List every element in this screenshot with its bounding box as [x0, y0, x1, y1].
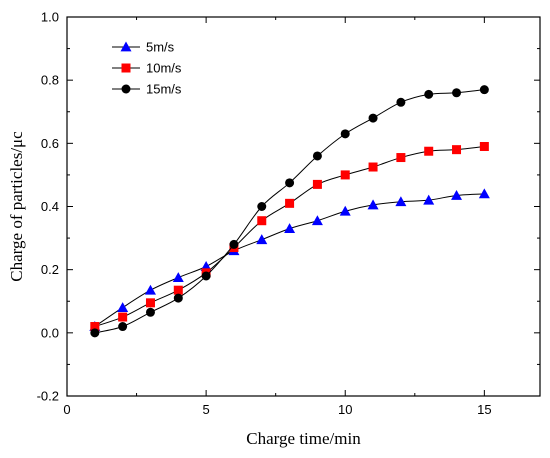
data-point	[172, 272, 184, 282]
series-15m/s	[90, 85, 489, 338]
data-point	[312, 151, 322, 161]
data-point	[173, 285, 183, 295]
data-point	[285, 198, 295, 208]
series-10m/s	[90, 141, 489, 332]
data-point	[368, 162, 378, 172]
legend-marker	[121, 84, 131, 94]
x-tick-label: 0	[63, 402, 70, 417]
data-point	[479, 141, 489, 151]
legend-label: 5m/s	[146, 40, 175, 55]
legend: 5m/s 10m/s 15m/s	[112, 40, 182, 97]
data-point	[395, 196, 407, 207]
y-tick-label: 0.4	[41, 199, 59, 214]
axes: 0 5 10 15 -0.2 0.0 0.2 0.4 0.6 0.8 1.0	[37, 10, 541, 417]
data-point	[452, 145, 462, 155]
x-tick-label: 5	[203, 402, 210, 417]
data-point	[145, 298, 155, 308]
data-point	[396, 153, 406, 163]
y-tick-label: 0.8	[41, 73, 59, 88]
y-tick-label: 0.6	[41, 136, 59, 151]
legend-marker	[121, 63, 131, 73]
data-point	[424, 146, 434, 156]
data-point	[396, 97, 406, 107]
data-point	[118, 312, 128, 322]
data-point	[256, 234, 268, 245]
data-point	[368, 113, 378, 123]
data-point	[367, 199, 379, 210]
legend-item: 10m/s	[112, 61, 182, 76]
series-line	[94, 89, 485, 334]
plot-frame	[66, 16, 541, 397]
data-point	[117, 302, 129, 312]
data-point	[340, 129, 350, 139]
data-point	[145, 307, 155, 317]
data-point	[340, 170, 350, 180]
legend-marker	[120, 41, 132, 52]
data-point	[312, 179, 322, 189]
y-tick-label: 0.2	[41, 262, 59, 277]
data-point	[229, 239, 239, 249]
data-point	[257, 202, 267, 211]
data-point	[144, 284, 156, 295]
data-point	[284, 223, 296, 234]
data-point	[201, 271, 211, 281]
legend-label: 10m/s	[146, 61, 182, 76]
x-tick-label: 15	[477, 402, 491, 417]
data-point	[311, 215, 323, 226]
data-point	[173, 293, 183, 303]
y-tick-label: 1.0	[41, 10, 59, 25]
data-point	[90, 328, 100, 338]
data-point	[478, 188, 490, 199]
legend-item: 15m/s	[112, 82, 182, 97]
data-point	[423, 194, 435, 205]
data-point	[339, 205, 351, 216]
data-point	[90, 322, 100, 332]
series-layer	[89, 85, 490, 338]
legend-item: 5m/s	[112, 40, 175, 55]
x-axis-title: Charge time/min	[246, 429, 361, 448]
x-tick-label: 10	[338, 402, 352, 417]
data-point	[257, 216, 267, 226]
data-point	[479, 85, 489, 95]
data-point	[118, 322, 128, 332]
data-point	[424, 89, 434, 99]
data-point	[452, 88, 462, 98]
data-point	[451, 189, 463, 200]
y-tick-label: -0.2	[37, 389, 59, 404]
y-tick-label: 0.0	[41, 325, 59, 340]
legend-label: 15m/s	[146, 82, 182, 97]
y-axis-title: Charge of particles/μc	[7, 131, 26, 282]
data-point	[285, 178, 295, 188]
